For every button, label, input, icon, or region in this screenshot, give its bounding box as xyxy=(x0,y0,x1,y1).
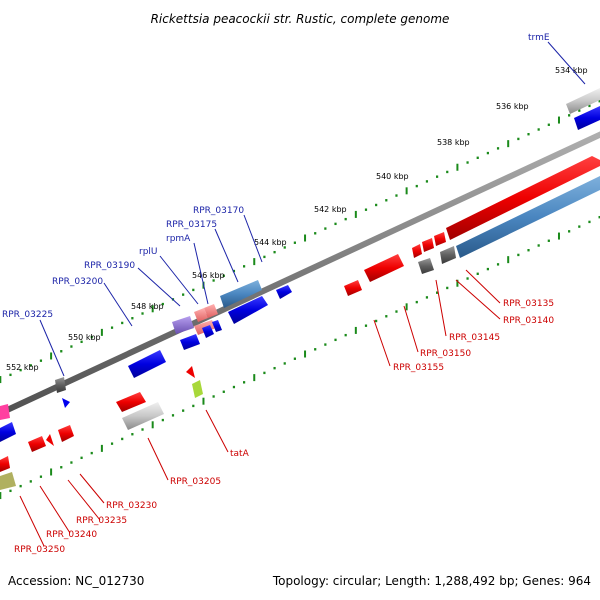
tick-label-534: 534 kbp xyxy=(555,66,588,75)
tick-label-552: 552 kbp xyxy=(6,363,39,372)
gene-rpr03190[interactable] xyxy=(172,316,194,334)
tick-label-546: 546 kbp xyxy=(192,271,225,280)
gene-cds-top-right-blue[interactable] xyxy=(574,106,600,130)
gene-left-edge-magenta[interactable] xyxy=(0,404,10,420)
label-rpr03235[interactable]: RPR_03235 xyxy=(76,516,127,526)
tick-label-536: 536 kbp xyxy=(496,102,529,111)
label-rpr03170[interactable]: RPR_03170 xyxy=(193,206,244,216)
label-rpr03135[interactable]: RPR_03135 xyxy=(503,299,554,309)
label-rpr03225[interactable]: RPR_03225 xyxy=(2,310,53,320)
tick-label-542: 542 kbp xyxy=(314,205,347,214)
label-rpr03155[interactable]: RPR_03155 xyxy=(393,363,444,373)
gene-large-red-cds[interactable] xyxy=(446,156,600,240)
gene-rpr03250[interactable] xyxy=(0,456,10,472)
tick-label-548: 548 kbp xyxy=(131,302,164,311)
gene-rpr03140[interactable] xyxy=(434,232,446,246)
gene-cds-546-blue[interactable] xyxy=(228,296,268,324)
map-title: Rickettsia peacockii str. Rustic, comple… xyxy=(151,12,450,26)
gene-rpr03240[interactable] xyxy=(28,436,46,452)
gene-rpr03145[interactable] xyxy=(422,238,434,252)
label-rpr03140[interactable]: RPR_03140 xyxy=(503,316,554,326)
gene-rpmA[interactable] xyxy=(194,308,208,322)
gene-tatA-green[interactable] xyxy=(192,380,203,398)
gene-dark-small-538[interactable] xyxy=(418,258,434,274)
tick-label-538: 538 kbp xyxy=(437,138,470,147)
tick-label-544: 544 kbp xyxy=(254,238,287,247)
forward-strand-genes xyxy=(0,88,600,442)
label-rpr03200[interactable]: RPR_03200 xyxy=(52,277,103,287)
label-rpr03240[interactable]: RPR_03240 xyxy=(46,530,97,540)
label-rplU[interactable]: rplU xyxy=(139,247,158,257)
tick-label-540: 540 kbp xyxy=(376,172,409,181)
gene-rpr03135[interactable] xyxy=(440,246,456,264)
gene-rpr03230[interactable] xyxy=(58,425,74,442)
gene-rpr03150[interactable] xyxy=(412,244,422,258)
gene-tatA[interactable] xyxy=(186,366,195,378)
lower-tick-axis xyxy=(0,215,600,500)
gene-cds-544-blue[interactable] xyxy=(276,285,292,299)
gene-rpr03235[interactable] xyxy=(46,434,54,446)
gene-rpr03200[interactable] xyxy=(128,350,166,378)
gene-gray-550[interactable] xyxy=(122,402,164,430)
label-rpmA[interactable]: rpmA xyxy=(166,234,191,244)
label-rpr03150[interactable]: RPR_03150 xyxy=(420,349,471,359)
label-rpr03145[interactable]: RPR_03145 xyxy=(449,333,500,343)
gene-large-steel-block[interactable] xyxy=(456,176,600,258)
gene-cds-small-blue-c[interactable] xyxy=(212,320,222,332)
label-rpr03190[interactable]: RPR_03190 xyxy=(84,261,135,271)
gene-cds-small-blue-d[interactable] xyxy=(62,398,70,408)
gene-left-edge-blue[interactable] xyxy=(0,422,16,442)
gene-rpr03205[interactable] xyxy=(116,392,146,412)
tick-label-550: 550 kbp xyxy=(68,333,101,342)
gene-rplU[interactable] xyxy=(204,304,218,318)
label-rpr03175[interactable]: RPR_03175 xyxy=(166,220,217,230)
gene-cds-small-blue-a[interactable] xyxy=(180,334,200,350)
label-rpr03250[interactable]: RPR_03250 xyxy=(14,545,65,555)
label-trmE[interactable]: trmE xyxy=(528,33,550,43)
label-rpr03205[interactable]: RPR_03205 xyxy=(170,477,221,487)
accession-text: Accession: NC_012730 xyxy=(8,574,144,588)
reverse-strand-genes xyxy=(0,232,456,490)
label-leaders xyxy=(19,41,586,547)
gene-trmE[interactable] xyxy=(566,88,600,114)
gene-labels: trmE RPR_03170 RPR_03175 rpmA rplU RPR_0… xyxy=(2,33,554,555)
gene-cds-small-blue-b[interactable] xyxy=(202,325,214,338)
gene-rpr03155[interactable] xyxy=(364,254,404,282)
label-tatA[interactable]: tatA xyxy=(230,449,250,459)
label-rpr03230[interactable]: RPR_03230 xyxy=(106,501,157,511)
gene-rpr03170[interactable] xyxy=(220,280,262,308)
upper-tick-axis xyxy=(0,99,600,384)
genome-summary-text: Topology: circular; Length: 1,288,492 bp… xyxy=(272,574,591,588)
gene-red-542[interactable] xyxy=(344,280,362,296)
genome-backbone xyxy=(0,131,600,417)
gene-olive-left[interactable] xyxy=(0,472,16,490)
gene-rpr03225[interactable] xyxy=(55,377,66,393)
position-tick-labels: 534 kbp 536 kbp 538 kbp 540 kbp 542 kbp … xyxy=(6,66,588,372)
